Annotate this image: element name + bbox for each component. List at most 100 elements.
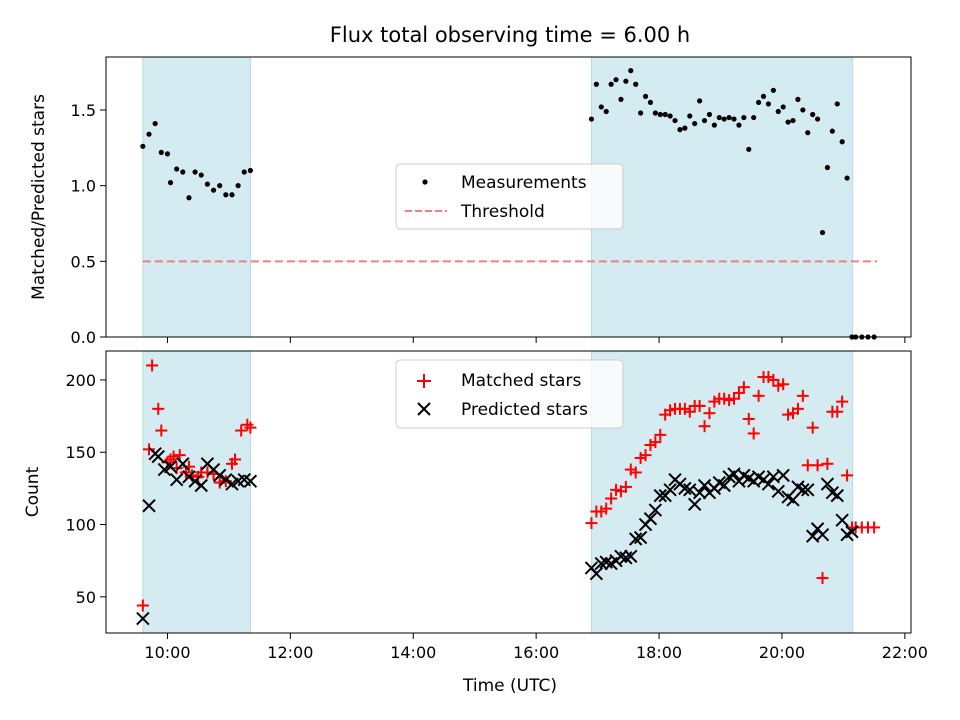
matched-stars-point — [698, 420, 711, 433]
ratio-legend: Measurements Threshold — [395, 163, 624, 230]
measurements-point — [229, 192, 235, 198]
x-tick-label: 14:00 — [390, 643, 436, 662]
measurements-point — [731, 116, 737, 122]
predicted-stars-point — [188, 474, 202, 488]
matched-stars-point — [639, 449, 652, 462]
matched-stars-point — [155, 424, 168, 437]
predicted-stars-point — [643, 512, 658, 526]
matched-stars-point — [173, 449, 186, 462]
matched-stars-point — [229, 453, 242, 466]
predicted-stars-point — [163, 459, 178, 474]
predicted-stars-point — [687, 497, 702, 511]
predicted-stars-point — [678, 481, 692, 496]
matched-stars-point — [649, 436, 662, 449]
measurements-point — [164, 151, 171, 157]
measurements-point — [814, 116, 821, 122]
measurements-point — [746, 146, 752, 152]
matched-stars-point — [600, 502, 613, 515]
ratio-legend-box — [395, 163, 624, 230]
measurements-point — [174, 166, 180, 172]
count-legend-box — [395, 359, 624, 429]
matched-stars-point — [619, 480, 632, 493]
measurements-point — [152, 120, 158, 127]
measurements-point — [158, 149, 164, 155]
predicted-stars-point — [820, 477, 835, 491]
predicted-stars-point — [628, 532, 643, 546]
measurements-point — [167, 180, 174, 186]
measurements-point — [751, 114, 757, 121]
measurements-point — [844, 175, 850, 181]
matched-stars-point — [143, 443, 156, 456]
predicted-stars-point — [619, 551, 633, 565]
measurements-point — [701, 117, 708, 124]
measurements-point — [192, 169, 198, 175]
measurements-point — [623, 78, 629, 84]
count-panel: 50 100 150 200 10:00 12:00 14:00 16:00 18:00 20:0… — [23, 350, 928, 696]
measurements-point — [186, 195, 192, 201]
observing-window-1 — [590, 56, 854, 338]
measurements-point — [667, 113, 673, 119]
measurements-point — [741, 114, 747, 121]
measurements-point — [795, 96, 801, 102]
measurements-point — [210, 187, 217, 193]
y-tick-label: 0.0 — [71, 328, 96, 347]
measurements-point — [603, 108, 609, 115]
predicted-stars-point — [648, 503, 663, 517]
measurements-point — [810, 111, 816, 118]
matched-stars-point — [868, 521, 881, 534]
measurements-point — [805, 130, 811, 136]
measurements-point — [785, 119, 791, 125]
measurements-point — [736, 122, 742, 128]
measurements-point — [588, 116, 595, 122]
observing-window-0 — [142, 56, 251, 338]
matched-stars-point — [605, 492, 618, 505]
measurements-point — [662, 111, 668, 118]
legend-measurements-label: Measurements — [461, 173, 587, 193]
ratio-panel-frame — [105, 56, 912, 338]
measurements-point — [721, 116, 727, 122]
measurements-point — [628, 68, 634, 74]
measurements-point — [711, 122, 717, 128]
matched-stars-point — [816, 572, 829, 585]
matched-stars-point — [821, 457, 834, 470]
count-legend: Matched stars Predicted stars — [395, 359, 624, 429]
matched-stars-point — [146, 359, 159, 372]
matched-stars-point — [152, 402, 165, 415]
measurements-point — [756, 99, 762, 106]
chart-title: Flux total observing time = 6.00 h — [330, 23, 690, 47]
predicted-stars-point — [776, 468, 790, 483]
x-axis-label: Time (UTC) — [462, 676, 557, 696]
observing-window-0 — [142, 350, 251, 634]
predicted-stars-point — [796, 483, 810, 497]
measurements-point — [677, 127, 683, 133]
count-panel-frame — [105, 350, 912, 634]
x-tick-label: 16:00 — [513, 643, 559, 662]
measurements-point — [638, 110, 644, 116]
matched-stars-point — [806, 421, 819, 434]
matched-stars-point — [167, 450, 180, 463]
predicted-stars-point — [663, 483, 677, 497]
matched-stars-point — [752, 389, 765, 402]
x-tick-label: 20:00 — [759, 643, 805, 662]
measurements-point — [790, 117, 796, 124]
y-tick-label: 200 — [65, 371, 96, 390]
predicted-stars-point — [614, 549, 628, 564]
matched-stars-point — [737, 381, 750, 394]
matched-stars-point — [836, 395, 849, 408]
measurements-point — [829, 128, 835, 134]
predicted-stars-point — [169, 473, 184, 487]
predicted-stars-point — [142, 499, 156, 513]
y-tick-label: 50 — [76, 588, 96, 607]
measurements-point — [146, 131, 152, 137]
matched-stars-point — [235, 424, 248, 437]
predicted-stars-point — [845, 525, 859, 539]
measurements-point — [598, 104, 604, 110]
measurements-point — [198, 172, 204, 178]
predicted-stars-point — [176, 457, 190, 471]
matched-stars-point — [791, 402, 804, 415]
measurements-point — [834, 101, 840, 107]
y-tick-label: 1.5 — [71, 101, 96, 120]
measurements-point — [697, 98, 703, 104]
observing-window-1 — [590, 350, 854, 634]
measurements-point — [682, 125, 688, 131]
